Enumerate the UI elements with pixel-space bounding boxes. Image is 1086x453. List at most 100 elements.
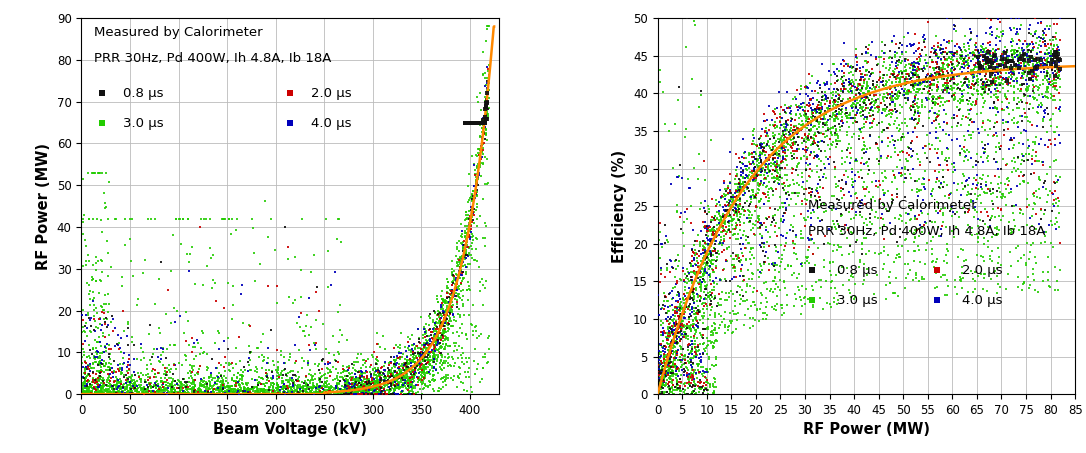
Point [755, 165, 772, 172]
Point [977, 63, 995, 71]
Point [749, 266, 767, 274]
Point [964, 77, 982, 84]
Point [433, 353, 451, 361]
Point [1035, 123, 1052, 130]
Point [1030, 109, 1047, 116]
Point [960, 182, 977, 189]
Point [978, 91, 996, 98]
Point [401, 376, 418, 383]
Point [698, 222, 716, 230]
Point [230, 390, 248, 397]
Point [771, 173, 788, 181]
Point [810, 120, 828, 127]
Point [127, 381, 144, 388]
Point [755, 140, 772, 147]
Point [767, 149, 784, 156]
Point [144, 365, 162, 372]
Point [651, 383, 668, 390]
Point [439, 360, 456, 367]
Point [376, 379, 393, 386]
Point [670, 172, 687, 179]
Point [87, 388, 104, 395]
Point [703, 260, 720, 267]
Point [699, 232, 717, 240]
Point [936, 271, 954, 279]
Point [951, 99, 969, 106]
Point [399, 361, 416, 369]
Point [369, 390, 387, 398]
Point [298, 383, 315, 390]
Point [343, 390, 361, 398]
Point [442, 318, 459, 325]
Point [465, 205, 482, 212]
Point [1010, 243, 1027, 250]
Point [774, 133, 792, 140]
Point [768, 165, 785, 172]
Point [909, 242, 926, 249]
Point [182, 369, 200, 376]
Point [475, 119, 492, 126]
Point [341, 390, 358, 398]
Point [358, 379, 376, 386]
Point [712, 216, 730, 223]
Point [857, 235, 874, 242]
Point [327, 376, 344, 383]
Point [231, 381, 249, 388]
Point [675, 243, 693, 250]
Point [773, 199, 791, 207]
Point [291, 390, 308, 397]
Point [706, 217, 723, 224]
Point [429, 332, 446, 339]
Point [432, 319, 450, 327]
Point [99, 390, 116, 397]
Point [101, 355, 118, 362]
Point [129, 388, 147, 395]
Point [358, 380, 376, 387]
Point [1022, 68, 1039, 76]
Point [974, 53, 992, 61]
Point [949, 59, 967, 66]
Point [824, 111, 842, 119]
Point [746, 222, 763, 229]
Point [345, 390, 363, 398]
Point [942, 77, 959, 85]
Point [659, 336, 677, 343]
Point [844, 64, 861, 71]
Point [774, 149, 792, 156]
Point [310, 385, 327, 392]
Point [102, 390, 119, 398]
Point [1003, 35, 1021, 43]
Point [387, 358, 404, 366]
Point [416, 328, 433, 335]
Point [1023, 121, 1040, 129]
Point [752, 219, 769, 226]
Point [215, 382, 232, 389]
Point [456, 251, 473, 258]
Point [1040, 81, 1058, 88]
Point [944, 64, 961, 71]
Point [748, 306, 766, 313]
Point [73, 384, 90, 391]
Point [825, 98, 843, 105]
Point [778, 118, 795, 125]
Point [934, 46, 951, 53]
Point [1016, 69, 1034, 76]
Point [833, 108, 850, 116]
Point [670, 307, 687, 314]
Point [463, 320, 480, 328]
Point [835, 120, 853, 127]
Point [907, 82, 924, 89]
Point [696, 374, 714, 381]
Point [1028, 122, 1046, 130]
Point [1015, 59, 1033, 67]
Point [400, 346, 417, 353]
Point [734, 293, 752, 300]
Point [755, 181, 772, 188]
Point [773, 312, 791, 319]
Point [1033, 54, 1050, 61]
Point [986, 82, 1003, 89]
Point [1000, 54, 1018, 61]
Point [403, 352, 420, 359]
Point [861, 106, 879, 113]
Point [104, 384, 122, 391]
